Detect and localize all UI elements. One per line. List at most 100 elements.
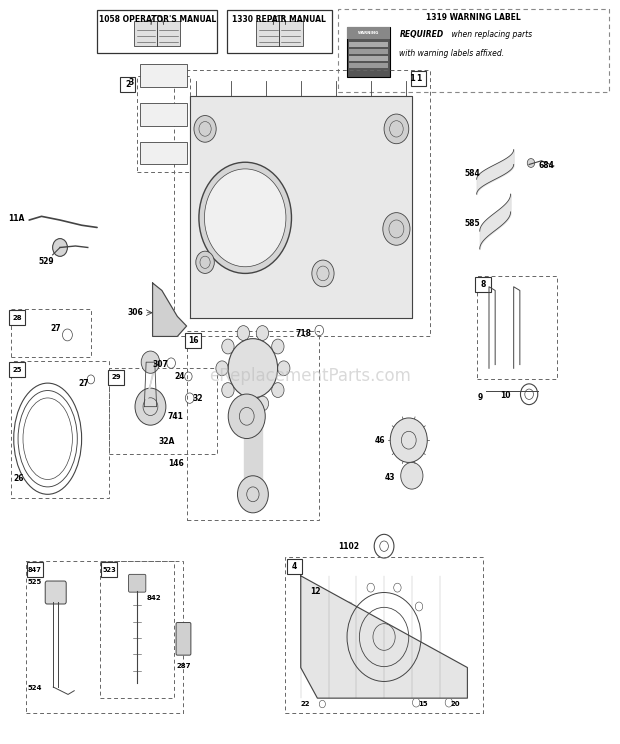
Text: 523: 523 [102, 567, 116, 573]
Circle shape [256, 326, 268, 341]
Text: 22: 22 [301, 701, 310, 707]
Text: REQUIRED: REQUIRED [399, 31, 444, 39]
Circle shape [383, 213, 410, 246]
Bar [26, 561, 184, 713]
Text: 1319 WARNING LABEL: 1319 WARNING LABEL [426, 13, 521, 22]
Text: 1: 1 [409, 74, 415, 83]
Bar [11, 309, 91, 357]
FancyBboxPatch shape [256, 21, 303, 46]
Bar [338, 9, 609, 92]
Bar [227, 10, 332, 54]
Bar [100, 561, 174, 698]
Bar [137, 75, 190, 172]
Bar [174, 70, 430, 336]
Text: 842: 842 [146, 595, 161, 601]
Bar [11, 361, 109, 498]
Text: with warning labels affixed.: with warning labels affixed. [399, 49, 505, 58]
Text: 10: 10 [500, 391, 511, 400]
Circle shape [216, 361, 228, 376]
Circle shape [278, 361, 290, 376]
Text: 1: 1 [415, 74, 421, 83]
Text: 287: 287 [177, 663, 192, 669]
Text: WARNING: WARNING [358, 31, 379, 35]
Bar [140, 142, 187, 164]
Circle shape [228, 339, 278, 398]
Text: eReplacementParts.com: eReplacementParts.com [209, 367, 411, 385]
Polygon shape [190, 95, 412, 318]
FancyBboxPatch shape [128, 574, 146, 592]
Bar [120, 77, 135, 92]
Bar [102, 562, 117, 577]
Bar [410, 71, 426, 86]
Circle shape [237, 396, 249, 411]
Bar [286, 559, 302, 574]
Bar [97, 10, 218, 54]
Text: 9: 9 [478, 393, 483, 402]
Bar [349, 56, 388, 61]
Polygon shape [301, 576, 467, 698]
Bar [187, 331, 319, 520]
Bar [349, 42, 388, 47]
Circle shape [196, 251, 215, 273]
Text: 28: 28 [12, 315, 22, 321]
Text: 1330 REPAIR MANUAL: 1330 REPAIR MANUAL [232, 15, 326, 24]
Bar [108, 370, 123, 385]
Circle shape [237, 326, 249, 341]
Text: 525: 525 [27, 580, 42, 586]
Circle shape [384, 114, 409, 144]
Bar [347, 27, 390, 77]
Circle shape [312, 260, 334, 286]
Polygon shape [244, 368, 262, 494]
FancyBboxPatch shape [176, 623, 191, 655]
Text: 15: 15 [418, 701, 428, 707]
Bar [27, 562, 43, 577]
Text: 27: 27 [51, 324, 61, 333]
Text: 11A: 11A [9, 214, 25, 223]
Bar [9, 362, 25, 377]
Circle shape [194, 115, 216, 142]
Bar [109, 368, 218, 454]
Bar [140, 103, 187, 126]
Circle shape [141, 351, 160, 373]
Circle shape [222, 382, 234, 397]
Circle shape [205, 169, 286, 267]
Circle shape [135, 388, 166, 425]
Text: 46: 46 [375, 436, 385, 445]
Circle shape [272, 382, 284, 397]
Text: 16: 16 [188, 336, 198, 344]
Polygon shape [153, 283, 187, 336]
Text: when replacing parts: when replacing parts [449, 31, 532, 39]
Circle shape [272, 339, 284, 354]
Text: 1102: 1102 [339, 542, 360, 551]
Text: 29: 29 [111, 374, 121, 380]
Circle shape [199, 162, 291, 273]
Bar [185, 333, 201, 347]
Bar [9, 310, 25, 325]
Text: 20: 20 [451, 701, 461, 707]
Circle shape [228, 394, 265, 438]
Bar [347, 27, 390, 39]
FancyBboxPatch shape [134, 21, 180, 46]
Text: 32A: 32A [159, 437, 175, 446]
Circle shape [53, 239, 68, 257]
Text: 3: 3 [129, 78, 134, 88]
Bar [476, 277, 491, 292]
Text: 146: 146 [168, 459, 184, 468]
Bar [140, 65, 187, 86]
Text: 718: 718 [296, 329, 312, 338]
FancyBboxPatch shape [45, 581, 66, 604]
Text: 306: 306 [128, 308, 143, 317]
Text: 25: 25 [12, 367, 22, 373]
Text: 585: 585 [464, 219, 480, 228]
Text: 307: 307 [152, 360, 168, 369]
Text: 524: 524 [27, 684, 42, 690]
Text: 32: 32 [193, 394, 203, 403]
Bar [285, 557, 483, 713]
Text: 2: 2 [125, 80, 130, 89]
Text: 26: 26 [14, 474, 24, 483]
Bar [349, 63, 388, 68]
Circle shape [222, 339, 234, 354]
Polygon shape [144, 362, 157, 407]
Circle shape [237, 475, 268, 513]
Bar [477, 275, 557, 379]
